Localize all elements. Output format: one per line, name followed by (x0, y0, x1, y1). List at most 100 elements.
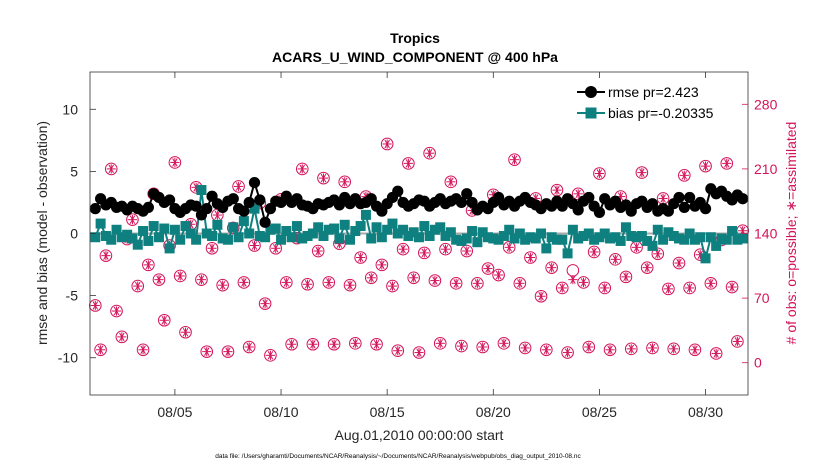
obs-possible-point (242, 340, 256, 354)
obs-possible-point (545, 261, 558, 274)
obs-assimilated-point (568, 275, 578, 285)
obs-possible-point (301, 277, 314, 291)
obs-possible-point (418, 246, 431, 260)
y-right-tick-label: 210 (754, 161, 778, 177)
bias-point (599, 228, 610, 239)
x-axis: 08/05 08/10 08/15 08/20 08/25 08/30 (157, 72, 723, 420)
bias-point (674, 233, 685, 244)
obs-possible-point (157, 313, 171, 327)
obs-possible-point (492, 268, 505, 282)
rmse-point (142, 201, 154, 214)
obs-possible-point (651, 247, 665, 261)
obs-assimilated-point (462, 246, 472, 256)
obs-possible-point (136, 343, 150, 357)
obs-possible-point (354, 251, 367, 264)
obs-possible-point (375, 258, 389, 272)
obs-possible-point (609, 253, 622, 266)
obs-possible-point (619, 270, 633, 284)
obs-assimilated-point (515, 278, 525, 288)
obs-assimilated-point (340, 177, 350, 187)
obs-assimilated-point (653, 249, 663, 259)
bias-point (631, 232, 642, 243)
obs-possible-point (110, 304, 123, 318)
obs-possible-point (391, 344, 405, 358)
obs-possible-point (237, 276, 251, 289)
obs-assimilated-point (356, 252, 366, 263)
obs-possible-point (518, 341, 532, 355)
obs-possible-point (502, 241, 516, 254)
obs-possible-point (720, 157, 734, 170)
obs-possible-point (317, 171, 330, 185)
obs-possible-point (99, 249, 113, 262)
rmse-point (190, 200, 202, 212)
bias-point (567, 224, 578, 235)
bias-point (721, 234, 732, 245)
bias-point (345, 234, 356, 245)
obs-possible-point (264, 349, 277, 362)
bias-point (201, 228, 212, 239)
rmse-point (201, 203, 213, 215)
obs-assimilated-point (318, 173, 329, 183)
obs-assimilated-point (387, 281, 398, 291)
bias-point (355, 221, 366, 232)
obs-assimilated-point (143, 260, 153, 270)
obs-assimilated-point (573, 189, 583, 199)
legend-bias-marker (585, 107, 597, 119)
bias-point (440, 230, 451, 241)
legend-bias-label: bias pr=-0.20335 (608, 105, 714, 121)
bias-point (138, 226, 149, 237)
obs-assimilated-point (313, 246, 323, 256)
obs-assimilated-point (271, 243, 281, 253)
obs-assimilated-point (456, 341, 467, 351)
obs-possible-point (524, 251, 537, 264)
footer-datafile: data file: /Users/gharamti/Documents/NCA… (215, 453, 581, 460)
bias-point (626, 230, 637, 241)
bias-point (594, 232, 605, 243)
obs-possible-point (731, 335, 744, 348)
bias-point (260, 232, 271, 243)
bias-point (387, 218, 398, 229)
obs-assimilated-point (685, 283, 695, 293)
rmse-point (673, 191, 685, 204)
obs-possible-point (126, 213, 139, 226)
obs-possible-point (349, 337, 362, 350)
obs-possible-point (455, 339, 468, 353)
bias-point (668, 230, 679, 241)
obs-assimilated-point (170, 157, 180, 168)
obs-possible-point (115, 330, 129, 344)
bias-point (244, 228, 255, 239)
obs-assimilated-point (669, 344, 679, 354)
obs-possible-point (285, 337, 298, 351)
obs-possible-point (672, 256, 686, 270)
bias-point (169, 224, 180, 235)
y-tick-label: -10 (58, 350, 78, 366)
obs-assimilated-point (493, 270, 504, 280)
obs-possible-point (699, 159, 712, 173)
x-axis-label: Aug.01,2010 00:00:00 start (335, 427, 504, 443)
obs-assimilated-point (297, 164, 307, 174)
obs-possible-point (232, 180, 245, 193)
obs-assimilated-point (440, 244, 451, 254)
rmse-point (684, 191, 696, 204)
y-right-tick-label: 140 (754, 226, 778, 242)
obs-assimilated-point (499, 338, 509, 348)
y-right-tick-label: 0 (754, 355, 762, 371)
bias-point (339, 219, 350, 230)
rmse-point (243, 196, 255, 209)
obs-assimilated-point (101, 251, 111, 261)
obs-assimilated-point (658, 193, 668, 204)
bias-point (148, 221, 159, 232)
obs-possible-point (640, 261, 654, 274)
obs-assimilated-point (409, 273, 419, 283)
bias-point (514, 228, 525, 239)
obs-assimilated-point (302, 279, 313, 289)
obs-possible-point (173, 269, 187, 283)
obs-assimilated-point (520, 343, 530, 353)
obs-assimilated-point (207, 243, 217, 253)
obs-possible-point (311, 244, 325, 258)
obs-possible-point (322, 276, 336, 289)
bias-point (429, 224, 440, 235)
obs-assimilated-point (414, 347, 424, 358)
legend-box (568, 78, 740, 126)
obs-possible-point (89, 299, 102, 312)
